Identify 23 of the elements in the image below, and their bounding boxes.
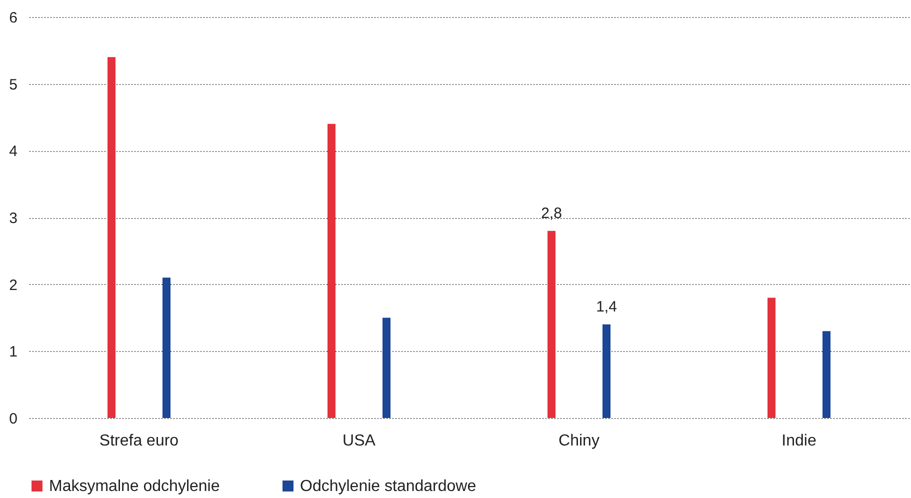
bar xyxy=(382,318,390,418)
y-tick-label: 2 xyxy=(9,276,18,294)
x-tick-label: Chiny xyxy=(558,432,600,450)
data-label: 1,4 xyxy=(596,298,617,316)
bar xyxy=(108,57,116,418)
y-tick-label: 0 xyxy=(9,410,18,428)
y-tick-label: 5 xyxy=(9,76,18,94)
legend-label: Maksymalne odchylenie xyxy=(49,478,220,495)
x-tick-label: Strefa euro xyxy=(99,432,179,450)
y-tick-label: 4 xyxy=(9,143,18,160)
legend-label: Odchylenie standardowe xyxy=(300,478,476,495)
x-tick-label: Indie xyxy=(782,432,816,450)
bar xyxy=(328,124,336,418)
y-tick-label: 1 xyxy=(9,344,18,361)
bar xyxy=(162,278,170,418)
y-tick-label: 3 xyxy=(9,210,18,227)
data-label: 2,8 xyxy=(541,204,562,222)
bar xyxy=(768,298,776,418)
bar xyxy=(822,331,830,418)
y-tick-label: 6 xyxy=(9,10,18,26)
bar xyxy=(548,230,556,418)
x-tick-label: USA xyxy=(342,432,376,450)
bar xyxy=(602,324,610,418)
